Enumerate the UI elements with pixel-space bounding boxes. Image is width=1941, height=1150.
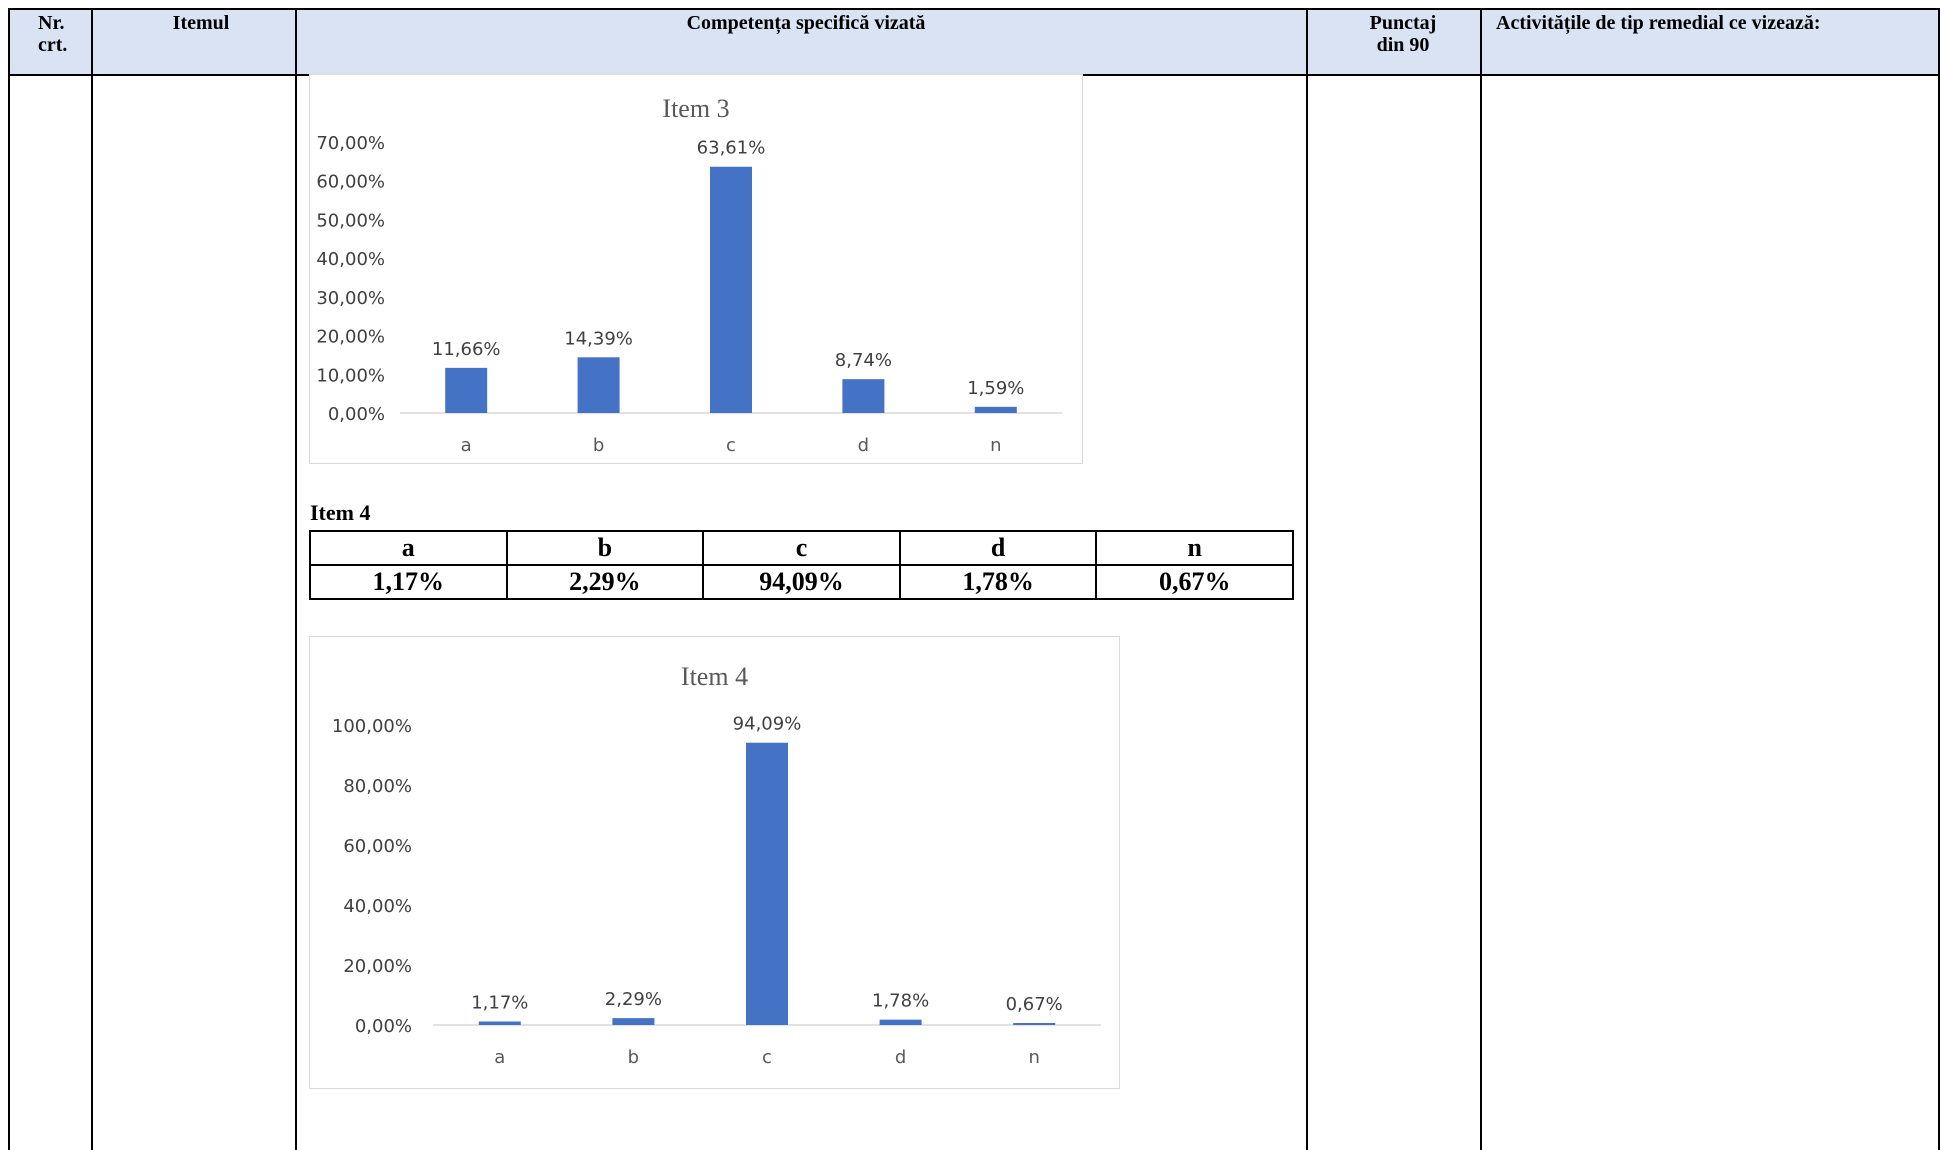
col-border	[1306, 8, 1308, 1150]
data-label: 8,74%	[835, 350, 892, 371]
y-tick-label: 40,00%	[316, 249, 385, 270]
col-border	[8, 8, 10, 1150]
col-border	[91, 8, 93, 1150]
item4-title: Item 4	[310, 500, 371, 525]
col-border	[1480, 8, 1482, 1150]
x-tick-label: d	[858, 435, 869, 456]
option-header-c: c	[702, 530, 901, 566]
table-header-row	[8, 8, 1940, 75]
col-border	[295, 8, 297, 1150]
data-label: 63,61%	[697, 138, 766, 159]
option-value-c: 94,09%	[702, 564, 901, 600]
bar-a	[478, 1021, 521, 1025]
data-label: 0,67%	[1006, 994, 1063, 1015]
item4-bar-chart: Item 4 0,00% 20,00% 40,00% 60,00% 80,00% 100,0…	[309, 636, 1120, 1089]
x-tick-label: c	[762, 1047, 772, 1068]
option-value-a: 1,17%	[309, 564, 508, 600]
x-tick-label: b	[628, 1047, 639, 1068]
header-itemul: Itemul	[172, 12, 230, 34]
chart-svg: Item 3 0,00% 10,00% 20,00% 30,00% 40,00% 50,00…	[316, 94, 1062, 456]
bar-b	[577, 357, 620, 413]
y-tick-label: 50,00%	[316, 210, 385, 231]
chart-title: Item 3	[662, 94, 729, 123]
option-value-d: 1,78%	[898, 564, 1098, 600]
data-label: 11,66%	[432, 339, 501, 360]
y-tick-label: 80,00%	[343, 776, 412, 797]
header-activitati: Activitățile de tip remedial ce vizează:	[1496, 12, 1821, 34]
y-tick-label: 60,00%	[343, 836, 412, 857]
x-tick-label: n	[990, 435, 1001, 456]
y-tick-label: 40,00%	[343, 896, 412, 917]
bar-d	[842, 379, 885, 413]
chart-svg: Item 4 0,00% 20,00% 40,00% 60,00% 80,00% 100,0…	[332, 662, 1101, 1068]
x-tick-label: a	[494, 1047, 505, 1068]
col-border	[1938, 8, 1940, 1150]
y-tick-label: 10,00%	[316, 365, 385, 386]
y-tick-label: 100,00%	[332, 716, 412, 737]
option-header-n: n	[1095, 530, 1294, 566]
bar-d	[879, 1019, 922, 1025]
table-border-top	[8, 8, 1940, 10]
y-tick-label: 0,00%	[328, 404, 385, 425]
data-label: 1,78%	[872, 991, 929, 1012]
x-tick-label: b	[593, 435, 604, 456]
x-tick-label: a	[461, 435, 472, 456]
data-label: 2,29%	[605, 989, 662, 1010]
y-tick-label: 20,00%	[316, 327, 385, 348]
y-tick-label: 30,00%	[316, 288, 385, 309]
y-tick-label: 20,00%	[343, 956, 412, 977]
option-header-a: a	[309, 530, 508, 566]
x-tick-label: n	[1028, 1047, 1039, 1068]
y-tick-label: 0,00%	[355, 1016, 412, 1037]
option-value-b: 2,29%	[505, 564, 705, 600]
bar-n	[1013, 1022, 1056, 1025]
option-header-d: d	[898, 530, 1098, 566]
bar-a	[445, 367, 488, 413]
header-competenta: Competența specifică vizată	[686, 12, 926, 34]
table-row: 1,17% 2,29% 94,09% 1,78% 0,67%	[309, 564, 1294, 600]
assessment-table: Nr. crt. Itemul Competența specifică viz…	[8, 8, 1940, 1150]
bar-n	[974, 406, 1017, 413]
header-nr-crt: Nr. crt.	[38, 12, 68, 56]
bar-b	[612, 1018, 655, 1025]
item4-options-table: a b c d n 1,17% 2,29% 94,09% 1,78% 0,67%	[309, 530, 1294, 600]
option-header-b: b	[505, 530, 705, 566]
data-label: 1,59%	[967, 378, 1024, 399]
y-tick-label: 60,00%	[316, 172, 385, 193]
data-label: 14,39%	[564, 328, 633, 349]
x-tick-label: d	[895, 1047, 906, 1068]
table-row: a b c d n	[309, 530, 1294, 566]
bar-c	[710, 166, 752, 413]
option-value-n: 0,67%	[1095, 564, 1294, 600]
item3-bar-chart: Item 3 0,00% 10,00% 20,00% 30,00% 40,00% 50,00…	[309, 74, 1083, 464]
y-tick-label: 70,00%	[316, 133, 385, 154]
data-label: 1,17%	[471, 992, 528, 1013]
bar-c	[746, 742, 788, 1025]
data-label: 94,09%	[733, 714, 802, 735]
header-punctaj: Punctaj din 90	[1369, 12, 1437, 56]
x-tick-label: c	[726, 435, 736, 456]
chart-title: Item 4	[681, 662, 748, 691]
